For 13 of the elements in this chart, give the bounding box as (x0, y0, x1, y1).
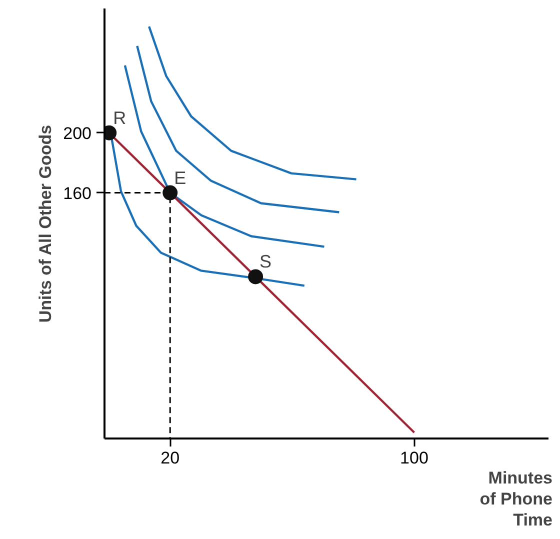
y-tick-label: 200 (63, 124, 92, 143)
point (162, 185, 178, 200)
line-series (136, 44, 340, 214)
annotation: E (174, 168, 186, 188)
annotation: R (113, 108, 126, 128)
point (248, 269, 264, 284)
y-axis-title: Units of All Other Goods (36, 124, 56, 323)
x-axis-title: Minutes of Phone Time (480, 468, 553, 530)
x-tick-label: 20 (160, 448, 180, 468)
x-tick-label: 100 (400, 448, 428, 468)
y-tick-label: 160 (63, 184, 92, 203)
line-series (124, 64, 326, 248)
annotation: S (260, 252, 272, 272)
